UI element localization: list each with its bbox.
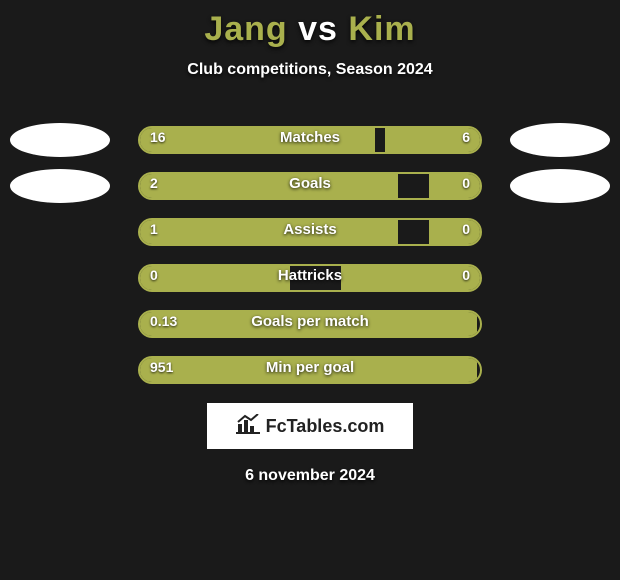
comparison-card: Jang vs Kim Club competitions, Season 20…	[0, 0, 620, 580]
stat-label: Assists	[138, 221, 482, 238]
stat-label: Hattricks	[138, 267, 482, 284]
stat-label: Matches	[138, 129, 482, 146]
player2-photo	[510, 169, 610, 203]
logo-text: FcTables.com	[266, 416, 385, 437]
player2-name: Kim	[348, 10, 415, 48]
page-title: Jang vs Kim	[0, 0, 620, 49]
stat-row: 10Assists	[0, 209, 620, 255]
chart-icon	[236, 414, 260, 439]
vs-label: vs	[298, 10, 338, 48]
player1-name: Jang	[204, 10, 287, 48]
stat-label: Min per goal	[138, 359, 482, 376]
player2-photo	[510, 123, 610, 157]
stat-row: 0.13Goals per match	[0, 301, 620, 347]
stat-row: 20Goals	[0, 163, 620, 209]
subtitle: Club competitions, Season 2024	[0, 61, 620, 79]
stats-list: 166Matches20Goals10Assists00Hattricks0.1…	[0, 117, 620, 393]
logo-box[interactable]: FcTables.com	[207, 403, 413, 449]
stat-label: Goals	[138, 175, 482, 192]
stat-label: Goals per match	[138, 313, 482, 330]
stat-row: 00Hattricks	[0, 255, 620, 301]
player1-photo	[10, 169, 110, 203]
stat-row: 951Min per goal	[0, 347, 620, 393]
player1-photo	[10, 123, 110, 157]
date-label: 6 november 2024	[0, 467, 620, 485]
stat-row: 166Matches	[0, 117, 620, 163]
